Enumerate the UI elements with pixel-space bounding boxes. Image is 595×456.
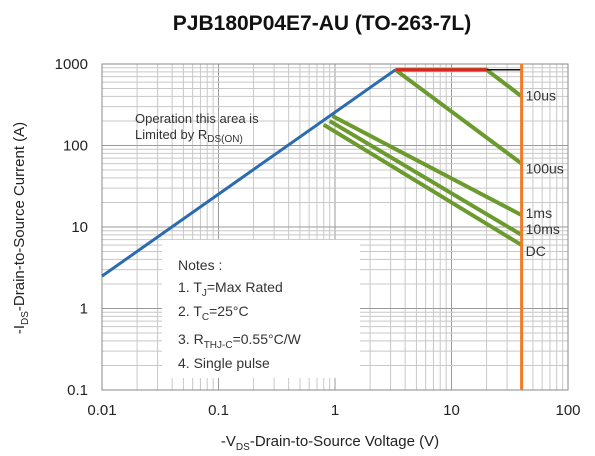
series-label-pulse10ms: 10ms [526,221,560,237]
x-tick-label: 0.01 [87,402,116,419]
series-layer [101,64,524,390]
series-rdson-line [101,68,397,278]
y-tick-label: 100 [63,138,88,155]
y-tick-label: 1000 [55,56,88,73]
y-tick-label: 0.1 [67,382,88,399]
notes-heading: Notes : [178,257,222,273]
series-label-dc: DC [526,243,546,259]
note-3: 3. RTHJ-C=0.55°C/W [178,331,302,351]
series-dc-line [322,122,523,247]
x-tick-label: 100 [555,402,580,419]
y-tick-labels: 0.1 1 10 100 1000 [55,56,88,399]
x-tick-label: 1 [331,402,339,419]
y-tick-label: 1 [80,301,88,318]
notes: Notes : 1. TJ=Max Rated 2. TC=25°C 3. RT… [178,257,302,371]
series-label-pulse1ms: 1ms [526,205,552,221]
series-label-pulse100us: 100us [526,161,564,177]
x-axis-label: -VDS-Drain-to-Source Voltage (V) [221,433,439,453]
x-tick-label: 0.1 [208,402,229,419]
plot-frame [101,63,569,391]
y-axis-label: -IDS-Drain-to-Source Current (A) [11,122,31,334]
notes-background [162,240,360,378]
y-tick-label: 10 [71,219,88,236]
note-4: 4. Single pulse [178,355,270,371]
series-pulse1ms-line [331,114,523,217]
notes-box [162,240,360,378]
series-pulse100us-line [394,68,523,166]
chart-title: PJB180P04E7-AU (TO-263-7L) [173,12,471,35]
series-label-pulse10us: 10us [526,87,556,103]
note-1: 1. TJ=Max Rated [178,279,283,299]
series-pulse10ms-line [328,119,523,237]
annotation-line-1: Operation this area is [135,111,259,126]
x-tick-label: 10 [443,402,460,419]
note-2: 2. TC=25°C [178,303,249,323]
x-tick-labels: 0.01 0.1 1 10 100 [87,402,580,419]
rdson-annotation: Operation this area is Limited by RDS(ON… [135,111,259,145]
annotation-line-2: Limited by RDS(ON) [135,127,243,145]
